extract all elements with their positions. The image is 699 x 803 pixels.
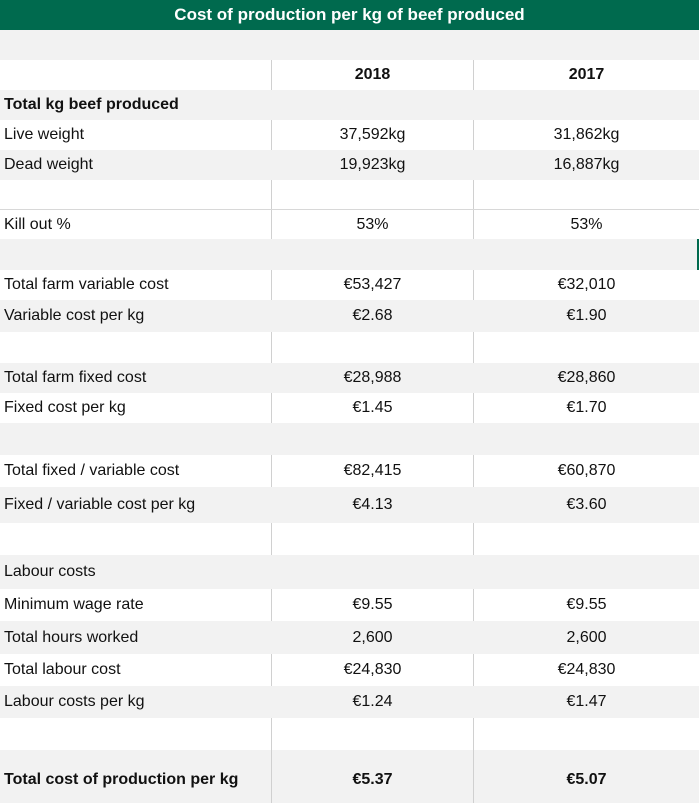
- table-row: Fixed / variable cost per kg €4.13 €3.60: [0, 487, 699, 523]
- edge-marker: [697, 239, 699, 270]
- header-label: [0, 60, 271, 90]
- value-2017: €3.60: [566, 496, 607, 513]
- row-label: Variable cost per kg: [4, 307, 145, 324]
- row-label: Labour costs: [4, 563, 96, 580]
- empty-row: [0, 332, 699, 363]
- header-row: 2018 2017: [0, 60, 699, 90]
- value-2018: €9.55: [271, 589, 473, 621]
- value-2018: 19,923kg: [339, 156, 406, 173]
- value-2018: 37,592kg: [271, 120, 473, 150]
- table-row: Total labour cost €24,830 €24,830: [0, 654, 699, 686]
- row-label: Total hours worked: [4, 628, 139, 646]
- value-2017: €1.47: [566, 693, 607, 710]
- row-label: Total labour cost: [4, 661, 121, 678]
- table-row: Fixed cost per kg €1.45 €1.70: [0, 393, 699, 423]
- value-2017: €9.55: [473, 589, 699, 621]
- spacer-row: [0, 30, 699, 60]
- section-row: Total kg beef produced: [0, 90, 699, 120]
- row-label: Live weight: [4, 126, 85, 143]
- value-2018: €24,830: [271, 654, 473, 686]
- row-label: Minimum wage rate: [4, 596, 144, 613]
- row-label: Total farm variable cost: [4, 276, 169, 293]
- value-2017: 53%: [473, 210, 699, 240]
- value-2017: €1.70: [473, 393, 699, 423]
- value-2018: €82,415: [271, 455, 473, 487]
- total-2018: €5.37: [271, 750, 473, 803]
- table-row: Labour costs per kg €1.24 €1.47: [0, 686, 699, 718]
- row-label: Kill out %: [4, 216, 71, 233]
- value-2018: 53%: [271, 210, 473, 240]
- value-2018: €1.24: [352, 693, 393, 710]
- empty-row: [0, 180, 699, 209]
- table-row: Dead weight 19,923kg 16,887kg: [0, 150, 699, 180]
- table-row: Variable cost per kg €2.68 €1.90: [0, 300, 699, 332]
- empty-row: [0, 718, 699, 750]
- row-label: Total farm fixed cost: [4, 369, 147, 386]
- table-row: Minimum wage rate €9.55 €9.55: [0, 589, 699, 621]
- table-row: Kill out % 53% 53%: [0, 209, 699, 240]
- total-2017: €5.07: [473, 750, 699, 803]
- value-2018: €28,988: [343, 369, 402, 386]
- value-2017: €60,870: [473, 455, 699, 487]
- value-2017: 31,862kg: [473, 120, 699, 150]
- row-label: Fixed / variable cost per kg: [4, 496, 196, 513]
- value-2017: 2,600: [566, 628, 607, 646]
- row-label: Fixed cost per kg: [4, 399, 126, 416]
- value-2018: €1.45: [271, 393, 473, 423]
- value-2018: 2,600: [352, 628, 393, 646]
- row-label: Total fixed / variable cost: [4, 462, 180, 479]
- spacer-row: [0, 423, 699, 455]
- section-row: Labour costs: [0, 555, 699, 589]
- table-row: Total farm variable cost €53,427 €32,010: [0, 270, 699, 300]
- spacer-row: [0, 239, 699, 270]
- value-2018: €2.68: [352, 307, 393, 324]
- table-row: Total fixed / variable cost €82,415 €60,…: [0, 455, 699, 487]
- total-label: Total cost of production per kg: [4, 770, 239, 788]
- value-2018: €53,427: [271, 270, 473, 300]
- row-label: Total kg beef produced: [4, 96, 179, 113]
- table-row: Live weight 37,592kg 31,862kg: [0, 120, 699, 150]
- row-label: Labour costs per kg: [4, 693, 145, 710]
- header-2017: 2017: [473, 60, 699, 90]
- value-2017: 16,887kg: [553, 156, 620, 173]
- header-2018: 2018: [271, 60, 473, 90]
- table-row: Total farm fixed cost €28,988 €28,860: [0, 363, 699, 393]
- table-title: Cost of production per kg of beef produc…: [0, 0, 699, 30]
- total-row: Total cost of production per kg €5.37 €5…: [0, 750, 699, 803]
- row-label: Dead weight: [4, 156, 93, 173]
- value-2017: €32,010: [473, 270, 699, 300]
- value-2017: €28,860: [557, 369, 616, 386]
- table-row: Total hours worked 2,600 2,600: [0, 621, 699, 654]
- value-2017: €1.90: [566, 307, 607, 324]
- value-2018: €4.13: [352, 496, 393, 513]
- empty-row: [0, 523, 699, 555]
- value-2017: €24,830: [473, 654, 699, 686]
